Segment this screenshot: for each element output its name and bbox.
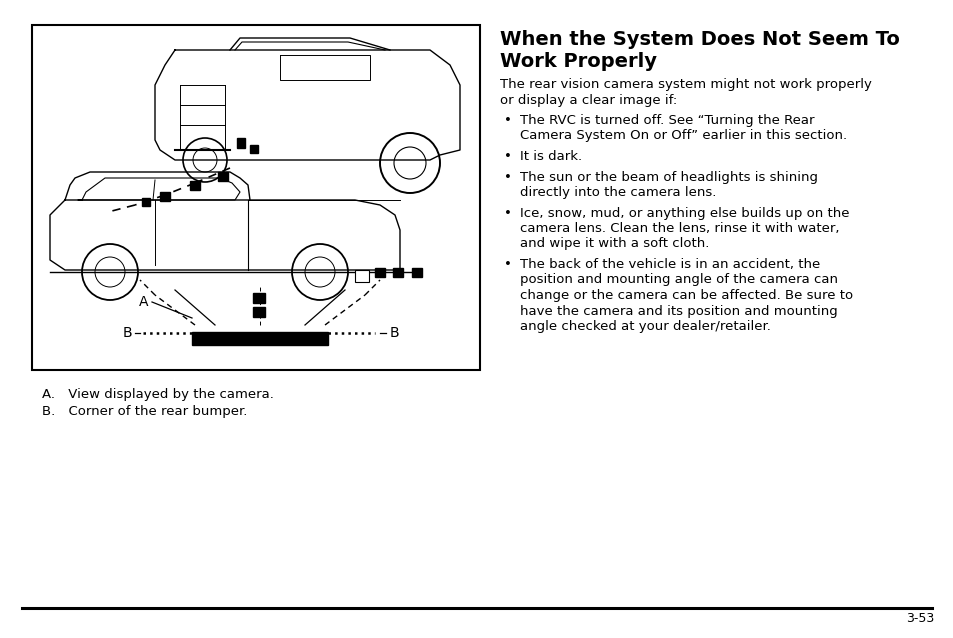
Text: A. View displayed by the camera.: A. View displayed by the camera. — [42, 388, 274, 401]
Text: The back of the vehicle is in an accident, the: The back of the vehicle is in an acciden… — [519, 258, 820, 271]
Text: or display a clear image if:: or display a clear image if: — [499, 94, 677, 107]
Text: directly into the camera lens.: directly into the camera lens. — [519, 186, 716, 199]
Bar — [192, 332, 328, 345]
Text: B: B — [122, 326, 132, 340]
Text: •: • — [503, 150, 512, 163]
Bar — [236, 138, 245, 148]
Text: When the System Does Not Seem To: When the System Does Not Seem To — [499, 30, 899, 49]
Text: change or the camera can be affected. Be sure to: change or the camera can be affected. Be… — [519, 289, 852, 302]
Bar — [355, 270, 369, 282]
Text: A: A — [138, 295, 148, 309]
Text: angle checked at your dealer/retailer.: angle checked at your dealer/retailer. — [519, 320, 770, 333]
Bar — [412, 268, 421, 277]
Bar — [253, 293, 265, 303]
Bar — [32, 25, 479, 370]
Text: •: • — [503, 207, 512, 219]
Text: The RVC is turned off. See “Turning the Rear: The RVC is turned off. See “Turning the … — [519, 114, 814, 127]
Text: •: • — [503, 258, 512, 271]
Bar — [218, 172, 228, 181]
Text: The sun or the beam of headlights is shining: The sun or the beam of headlights is shi… — [519, 170, 817, 184]
Text: 3-53: 3-53 — [904, 612, 933, 625]
Text: position and mounting angle of the camera can: position and mounting angle of the camer… — [519, 274, 837, 286]
Text: •: • — [503, 114, 512, 127]
Bar — [250, 145, 257, 153]
Bar — [253, 307, 265, 317]
Bar — [375, 268, 385, 277]
Text: •: • — [503, 170, 512, 184]
Text: Camera System On or Off” earlier in this section.: Camera System On or Off” earlier in this… — [519, 130, 846, 142]
Text: The rear vision camera system might not work properly: The rear vision camera system might not … — [499, 78, 871, 91]
Bar — [160, 192, 170, 201]
Text: Work Properly: Work Properly — [499, 52, 657, 71]
Text: B. Corner of the rear bumper.: B. Corner of the rear bumper. — [42, 405, 247, 418]
Text: have the camera and its position and mounting: have the camera and its position and mou… — [519, 304, 837, 318]
Bar — [393, 268, 402, 277]
Text: camera lens. Clean the lens, rinse it with water,: camera lens. Clean the lens, rinse it wi… — [519, 222, 839, 235]
Bar — [190, 181, 200, 190]
Text: and wipe it with a soft cloth.: and wipe it with a soft cloth. — [519, 237, 709, 251]
Text: It is dark.: It is dark. — [519, 150, 581, 163]
Text: Ice, snow, mud, or anything else builds up on the: Ice, snow, mud, or anything else builds … — [519, 207, 848, 219]
Bar — [142, 198, 150, 206]
Text: B: B — [390, 326, 399, 340]
